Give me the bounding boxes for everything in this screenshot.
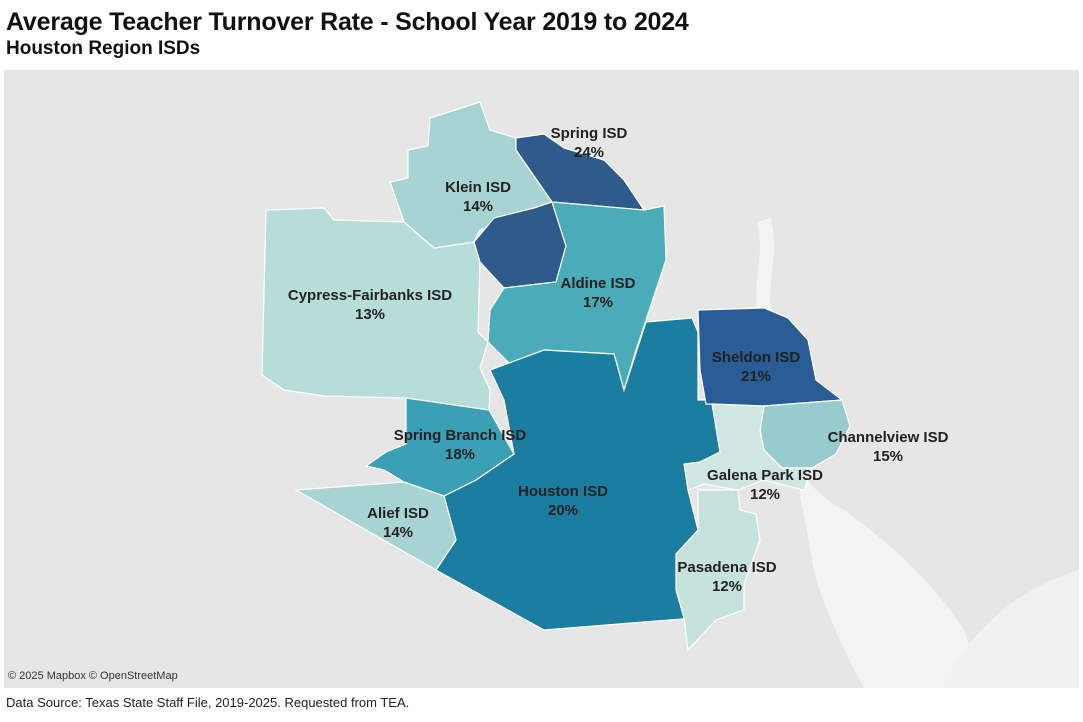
district-spring[interactable] xyxy=(515,133,646,211)
district-pasadena[interactable] xyxy=(675,489,761,652)
pasadena-isd-label: Pasadena ISD xyxy=(677,559,776,576)
map-attribution[interactable]: © 2025 Mapbox © OpenStreetMap xyxy=(8,670,178,682)
bay-water xyxy=(944,570,1079,688)
klein-isd-label: Klein ISD xyxy=(445,179,511,196)
galena-park-isd-label: Galena Park ISD xyxy=(707,467,823,484)
turnover-map[interactable]: Spring ISD 24% Klein ISD 14% Aldine ISD 17% Cy… xyxy=(4,70,1079,688)
spring-isd-rate: 24% xyxy=(574,144,604,161)
map-title: Average Teacher Turnover Rate - School Y… xyxy=(6,8,689,36)
district-cypress-fairbanks[interactable] xyxy=(261,207,491,411)
spring-branch-isd-label: Spring Branch ISD xyxy=(394,427,527,444)
district-sheldon[interactable] xyxy=(697,307,844,407)
alief-isd-rate: 14% xyxy=(383,524,413,541)
galveston-bay-water xyxy=(764,300,984,688)
district-galena-park[interactable] xyxy=(683,403,813,491)
data-source-note: Data Source: Texas State Staff File, 201… xyxy=(6,695,410,710)
galena-park-isd-rate: 12% xyxy=(750,486,780,503)
cypress-fairbanks-isd-label: Cypress-Fairbanks ISD xyxy=(288,287,452,304)
aldine-isd-rate: 17% xyxy=(583,294,613,311)
spring-branch-isd-rate: 18% xyxy=(445,446,475,463)
district-alief[interactable] xyxy=(293,481,457,571)
map-subtitle: Houston Region ISDs xyxy=(6,38,201,59)
district-labels: Spring ISD 24% Klein ISD 14% Aldine ISD 17% Cy… xyxy=(288,125,949,595)
sheldon-isd-rate: 21% xyxy=(741,368,771,385)
pasadena-isd-rate: 12% xyxy=(712,578,742,595)
spring-isd-label: Spring ISD xyxy=(551,125,628,142)
klein-isd-rate: 14% xyxy=(463,198,493,215)
aldine-isd-label: Aldine ISD xyxy=(560,275,635,292)
map-canvas: Spring ISD 24% Klein ISD 14% Aldine ISD 17% Cy… xyxy=(4,70,1079,688)
houston-isd-label: Houston ISD xyxy=(518,483,608,500)
alief-isd-label: Alief ISD xyxy=(367,505,429,522)
channelview-isd-rate: 15% xyxy=(873,448,903,465)
cypress-fairbanks-isd-rate: 13% xyxy=(355,306,385,323)
channelview-isd-label: Channelview ISD xyxy=(828,429,949,446)
sheldon-isd-label: Sheldon ISD xyxy=(712,349,801,366)
houston-isd-rate: 20% xyxy=(548,502,578,519)
